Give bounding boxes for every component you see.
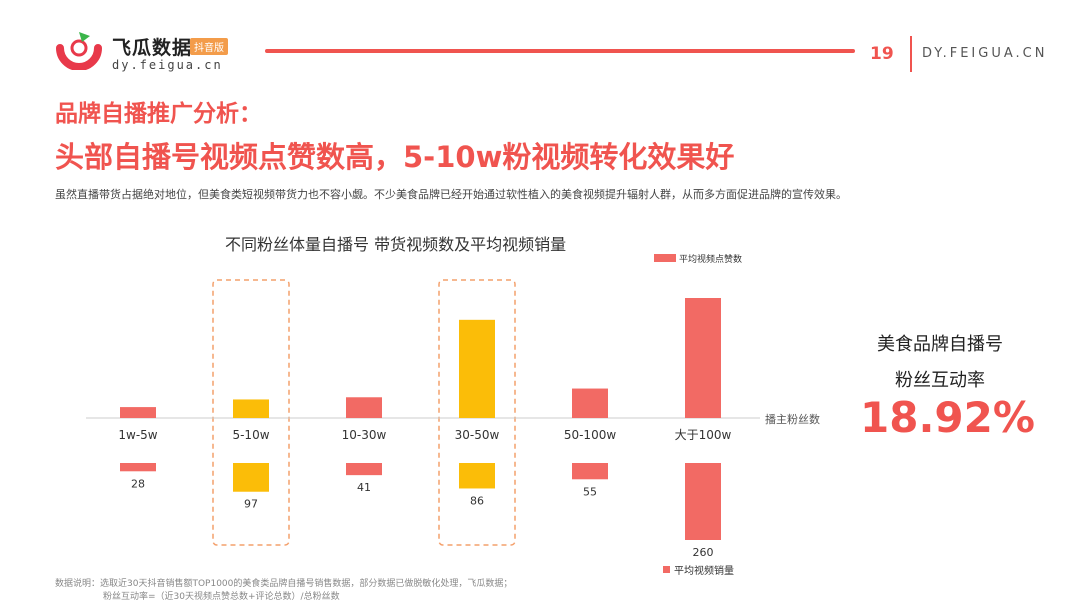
footnote-line2: 粉丝互动率=（近30天视频点赞总数+评论总数）/总粉丝数 [103,592,340,602]
x-tick-label: 10-30w [342,428,387,442]
x-tick-label: 大于100w [675,428,732,442]
feigua-logo-icon [56,32,102,70]
bar-sales [346,463,382,476]
headline: 头部自播号视频点赞数高，5-10w粉视频转化效果好 [55,140,735,174]
sales-data-label: 41 [357,481,371,494]
highlight-box [212,279,290,546]
bar-likes [120,407,156,418]
bar-sales [685,463,721,540]
legend-swatch-likes [654,254,676,262]
bar-likes [233,399,269,418]
legend-label-sales: 平均视频销量 [674,564,734,577]
side-label-brand: 美食品牌自播号 [877,334,1003,355]
bar-likes [572,388,608,418]
bar-sales [459,463,495,489]
bar-sales [120,463,156,472]
brand-tag: 抖音版 [190,38,228,55]
legend-swatch-sales [663,566,670,573]
x-tick-label: 1w-5w [118,428,157,442]
site-url: DY.FEIGUA.CN [922,46,1048,61]
bar-likes [346,397,382,418]
brand-url: dy.feigua.cn [112,58,223,72]
x-tick-label: 5-10w [232,428,269,442]
x-tick-label: 30-50w [455,428,500,442]
sales-data-label: 28 [131,477,145,490]
bar-likes [685,298,721,418]
sales-data-label: 97 [244,498,258,511]
description: 虽然直播带货占据绝对地位，但美食类短视频带货力也不容小觑。不少美食品牌已经开始通… [55,188,847,201]
x-tick-label: 50-100w [564,428,617,442]
bar-sales [233,463,269,492]
interaction-rate: 18.92% [860,393,1035,442]
bar-likes [459,319,495,418]
header-rule [265,49,855,53]
sales-data-label: 86 [470,494,484,507]
legend-label-likes: 平均视频点赞数 [679,253,742,265]
sales-data-label: 55 [583,485,597,498]
bar-sales [572,463,608,480]
header-divider [910,36,912,72]
chart-title: 不同粉丝体量自播号 带货视频数及平均视频销量 [225,235,567,254]
footnote-line1: 数据说明：选取近30天抖音销售额TOP1000的美食类品牌自播号销售数据，部分数… [55,579,513,589]
sales-data-label: 260 [693,546,714,559]
x-axis-label: 播主粉丝数 [765,412,820,426]
page-number: 19 [870,44,894,64]
side-label-rate: 粉丝互动率 [895,370,985,391]
highlight-box [438,279,516,546]
section-title: 品牌自播推广分析： [55,101,262,127]
brand-name: 飞瓜数据 [112,37,193,59]
